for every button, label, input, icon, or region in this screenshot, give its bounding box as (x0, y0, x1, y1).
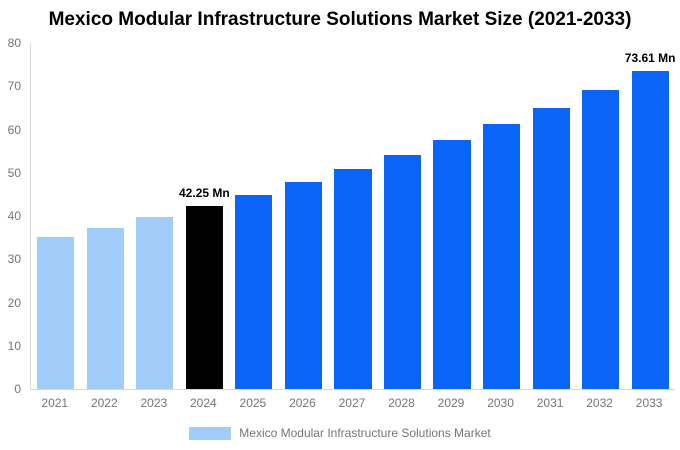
bar-2028 (383, 155, 422, 389)
bar-slot (31, 43, 81, 389)
bar-slot (526, 43, 576, 389)
x-tick-label: 2026 (289, 396, 316, 410)
bar-slot: 42.25 Mn (179, 43, 230, 389)
y-tick-label: 20 (7, 295, 21, 310)
y-tick-label: 70 (7, 79, 21, 94)
x-tick-label: 2025 (239, 396, 267, 410)
x-tick-label: 2031 (536, 396, 564, 410)
y-axis: 0 10 20 30 40 50 60 70 80 (0, 36, 24, 396)
bar-2021 (37, 237, 75, 389)
y-tick-label: 60 (7, 122, 21, 137)
x-tick-label: 2027 (338, 396, 366, 410)
x-tick-label: 2023 (140, 396, 168, 410)
x-axis: 2021 2022 2023 2024 2025 2026 2027 2028 2029 2030… (30, 396, 674, 410)
legend-swatch[interactable] (189, 426, 232, 440)
bar-slot (81, 43, 131, 389)
y-tick-label: 40 (7, 209, 21, 223)
bar-2032 (582, 89, 620, 389)
y-tick-label: 30 (7, 252, 21, 267)
y-tick-label: 0 (14, 382, 21, 396)
bar-slot (328, 43, 378, 389)
x-tick-label: 2033 (635, 396, 663, 410)
bar-slot (229, 43, 279, 389)
x-tick-label: 2032 (586, 396, 613, 410)
bar-2027 (334, 169, 372, 389)
legend-label[interactable]: Mexico Modular Infrastructure Solutions … (239, 426, 491, 440)
bar-2033 (631, 70, 669, 389)
chart-title: Mexico Modular Infrastructure Solutions … (48, 9, 632, 30)
bar-slot (576, 43, 626, 389)
bar-slot: 73.61 Mn (625, 43, 675, 389)
bar-slot (477, 43, 527, 389)
bar-2029 (433, 140, 471, 389)
y-tick-label: 50 (7, 165, 21, 180)
bar-2022 (86, 227, 124, 389)
y-tick-label: 80 (7, 36, 21, 50)
bar-slot (427, 43, 477, 389)
x-tick-label: 2030 (487, 396, 514, 410)
bar-slot (279, 43, 329, 389)
plot-area: 42.25 Mn 73.61 Mn (30, 43, 675, 390)
bar-2023 (136, 217, 174, 389)
x-tick-label: 2021 (41, 396, 69, 410)
bar-slot (378, 43, 428, 389)
x-tick-label: 2028 (388, 396, 415, 410)
bar-value-label: 73.61 Mn (624, 50, 676, 65)
bar-2024 (185, 206, 223, 389)
x-tick-label: 2029 (437, 396, 465, 410)
bar-slot (130, 43, 180, 389)
bar-2031 (532, 107, 570, 389)
bar-2025 (235, 194, 273, 389)
bar-2026 (284, 182, 322, 389)
legend[interactable]: Mexico Modular Infrastructure Solutions … (0, 426, 680, 440)
bar-2030 (482, 124, 521, 389)
x-tick-label: 2024 (190, 396, 217, 410)
y-tick-label: 10 (7, 338, 21, 353)
x-tick-label: 2022 (90, 396, 118, 410)
bar-value-label: 42.25 Mn (179, 186, 230, 201)
